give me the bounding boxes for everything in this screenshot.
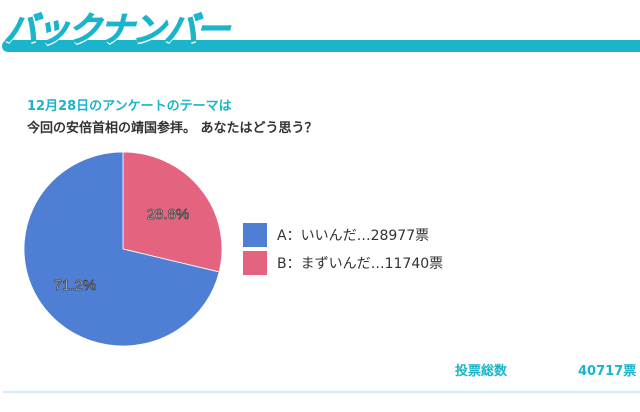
header-bar (2, 40, 640, 52)
survey-subtitle: 12月28日のアンケートのテーマは (27, 99, 232, 114)
pie-slice-b (122, 151, 223, 273)
legend-item-b: B：まずいんだ…11740票 (243, 251, 443, 275)
survey-question: 今回の安倍首相の靖国参拝。 あなたはどう思う？ (27, 121, 318, 136)
page-title: バックナンバー (4, 10, 231, 51)
legend-item-a: A：いいんだ…28977票 (243, 223, 429, 247)
legend-swatch-b (243, 251, 267, 275)
legend-swatch-a (243, 223, 267, 247)
pie-slice-a (23, 151, 220, 347)
pie-label-b: 28.8% (147, 206, 190, 223)
legend-label-b: B：まずいんだ…11740票 (277, 256, 444, 272)
divider (3, 391, 640, 393)
total-votes-value: 40717票 (578, 364, 637, 379)
pie-label-a: 71.2% (54, 277, 97, 294)
legend-label-a: A：いいんだ…28977票 (277, 228, 430, 244)
total-votes-label: 投票総数 (455, 364, 508, 379)
